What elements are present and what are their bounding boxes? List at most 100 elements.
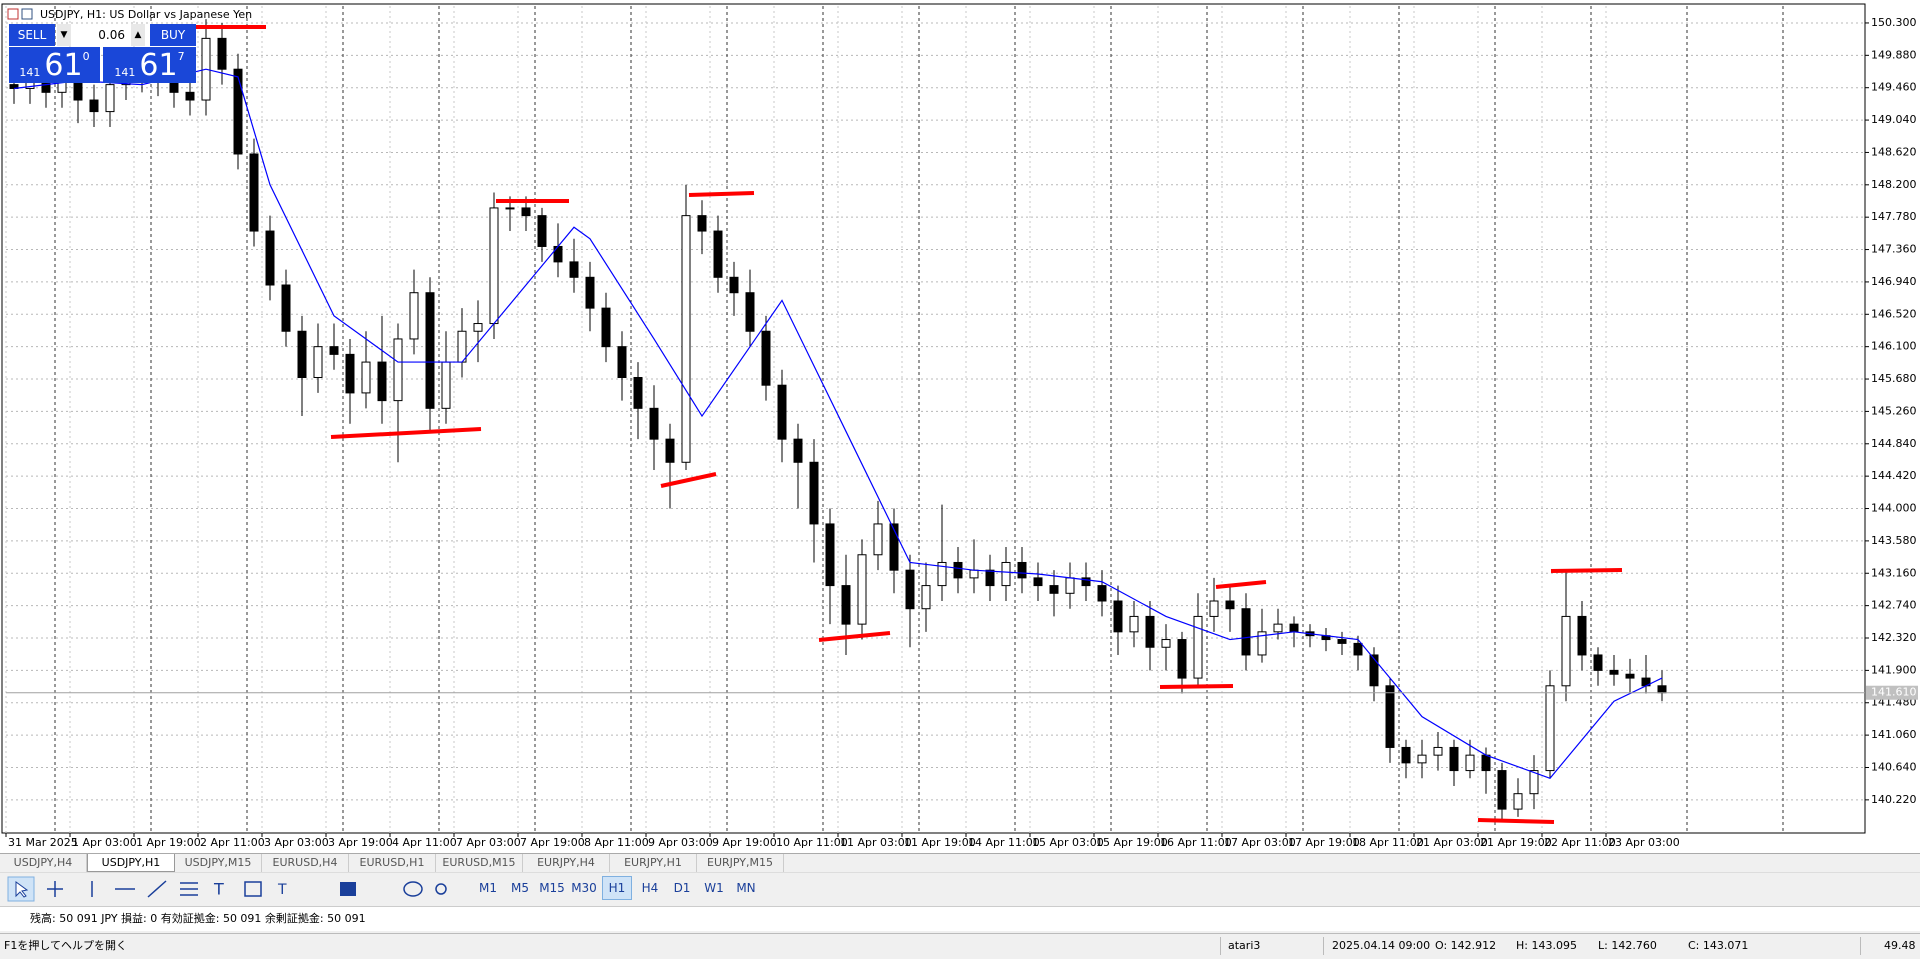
- x-tick-label: 17 Apr 03:00: [1224, 836, 1296, 849]
- sell-button[interactable]: SELL: [9, 24, 55, 46]
- chart-tab[interactable]: EURUSD,M15: [436, 854, 523, 872]
- candle-body: [1129, 615, 1139, 633]
- chart-tab[interactable]: EURUSD,H1: [349, 854, 436, 872]
- ellipse-tool[interactable]: [403, 881, 423, 897]
- candles: [6, 19, 1865, 821]
- timeframe-button[interactable]: M1: [479, 881, 497, 895]
- candle-body: [521, 207, 531, 217]
- candle-body: [1225, 600, 1235, 610]
- x-tick-label: 15 Apr 19:00: [1096, 836, 1168, 849]
- volume-up[interactable]: ▲: [131, 24, 145, 46]
- ask-point: 7: [177, 50, 185, 63]
- bid-price[interactable]: 141 61 0: [9, 47, 100, 83]
- y-tick-label: 142.320: [1871, 631, 1917, 644]
- candle-body: [729, 276, 739, 294]
- chart-tab[interactable]: USDJPY,M15: [175, 854, 262, 872]
- candle-body: [393, 338, 403, 402]
- channel-tool[interactable]: [180, 882, 198, 896]
- buy-button[interactable]: BUY: [150, 24, 196, 46]
- chart-tabs: USDJPY,H4 USDJPY,H1 USDJPY,M15 EURUSD,H4 EUR…: [0, 853, 1920, 872]
- volume-input[interactable]: 0.06: [73, 24, 129, 46]
- candle-body: [553, 245, 563, 263]
- label-tool[interactable]: T: [277, 882, 287, 898]
- candle-body: [1561, 615, 1571, 687]
- trendline-tool[interactable]: [147, 880, 167, 898]
- menu-icon[interactable]: [7, 8, 19, 20]
- y-tick-label: 147.780: [1871, 210, 1917, 223]
- chart-tab[interactable]: EURUSD,H4: [262, 854, 349, 872]
- objects-tool[interactable]: [435, 883, 447, 895]
- y-tick-label: 149.880: [1871, 48, 1917, 61]
- timeframe-button[interactable]: H1: [602, 876, 632, 900]
- level-line[interactable]: [1215, 580, 1267, 589]
- help-text: F1を押してヘルプを開く: [4, 939, 127, 952]
- crosshair-tool[interactable]: [47, 881, 63, 897]
- y-tick-label: 146.520: [1871, 307, 1917, 320]
- timeframe-button[interactable]: M5: [511, 881, 529, 895]
- separator: [1860, 937, 1861, 955]
- toolbar: T T: [0, 872, 1920, 905]
- candle-body: [489, 207, 499, 325]
- chart-tab[interactable]: USDJPY,H4: [0, 854, 87, 872]
- candle-body: [1065, 577, 1075, 594]
- level-line[interactable]: [1477, 818, 1555, 824]
- price-axis: 150.300 149.880 149.460 149.040 148.620 148.2…: [5, 16, 1918, 849]
- candle-body: [265, 230, 275, 286]
- timeframe-button[interactable]: M30: [571, 881, 597, 895]
- candle-body: [1177, 639, 1187, 679]
- x-tick-label: 17 Apr 19:00: [1288, 836, 1360, 849]
- level-line[interactable]: [818, 631, 891, 642]
- ask-price[interactable]: 141 61 7: [103, 47, 196, 83]
- x-tick-label: 9 Apr 03:00: [648, 836, 713, 849]
- candle-body: [777, 384, 787, 440]
- candle-body: [1193, 615, 1203, 679]
- candle-body: [473, 323, 483, 332]
- y-tick-label: 144.420: [1871, 469, 1917, 482]
- y-tick-label: 149.460: [1871, 81, 1917, 94]
- bid-big: 141: [19, 66, 41, 79]
- candle-body: [1401, 746, 1411, 764]
- candle-body: [937, 561, 947, 587]
- y-tick-label: 145.260: [1871, 404, 1917, 417]
- candle-body: [1465, 754, 1475, 772]
- chart-tab[interactable]: USDJPY,H1: [87, 854, 175, 872]
- timeframe-button[interactable]: H4: [641, 881, 659, 895]
- ping: 49.48: [1884, 939, 1916, 952]
- volume-down[interactable]: ▼: [57, 24, 71, 46]
- candle-body: [361, 361, 371, 394]
- y-tick-label: 146.100: [1871, 340, 1917, 353]
- text-tool[interactable]: T: [213, 880, 224, 899]
- level-line[interactable]: [330, 427, 482, 439]
- x-tick-label: 31 Mar 2025: [8, 836, 78, 849]
- candle-body: [1545, 685, 1555, 772]
- level-line[interactable]: [688, 191, 755, 197]
- candle-body: [1529, 770, 1539, 795]
- candle-body: [793, 438, 803, 463]
- timeframe-button[interactable]: D1: [673, 881, 691, 895]
- candle-body: [601, 307, 611, 348]
- candle-body: [1113, 600, 1123, 633]
- chart-tab[interactable]: EURJPY,H1: [610, 854, 697, 872]
- candle-body: [1513, 793, 1523, 810]
- timeframe-button[interactable]: MN: [736, 881, 756, 895]
- ask-pips: 61: [139, 48, 178, 83]
- candle-body: [985, 569, 995, 587]
- level-line[interactable]: [1159, 684, 1234, 689]
- level-line[interactable]: [1550, 568, 1623, 573]
- candle-body: [249, 153, 259, 232]
- x-tick-label: 9 Apr 19:00: [712, 836, 777, 849]
- chart-icon[interactable]: [21, 8, 33, 20]
- candle-body: [665, 438, 675, 463]
- y-tick-label: 140.220: [1871, 793, 1917, 806]
- timeframe-button[interactable]: M15: [539, 881, 565, 895]
- chart-tab[interactable]: EURJPY,M15: [697, 854, 784, 872]
- timeframe-button[interactable]: W1: [704, 881, 724, 895]
- shape-tool[interactable]: [244, 881, 262, 897]
- account-summary: 残高: 50 091 JPY 損益: 0 有効証拠金: 50 091 余剰証拠金…: [30, 912, 366, 925]
- chart-tab[interactable]: EURJPY,H4: [523, 854, 610, 872]
- x-tick-label: 8 Apr 11:00: [584, 836, 649, 849]
- level-line[interactable]: [660, 472, 717, 488]
- y-tick-label: 146.940: [1871, 275, 1917, 288]
- button-tool[interactable]: [340, 882, 356, 896]
